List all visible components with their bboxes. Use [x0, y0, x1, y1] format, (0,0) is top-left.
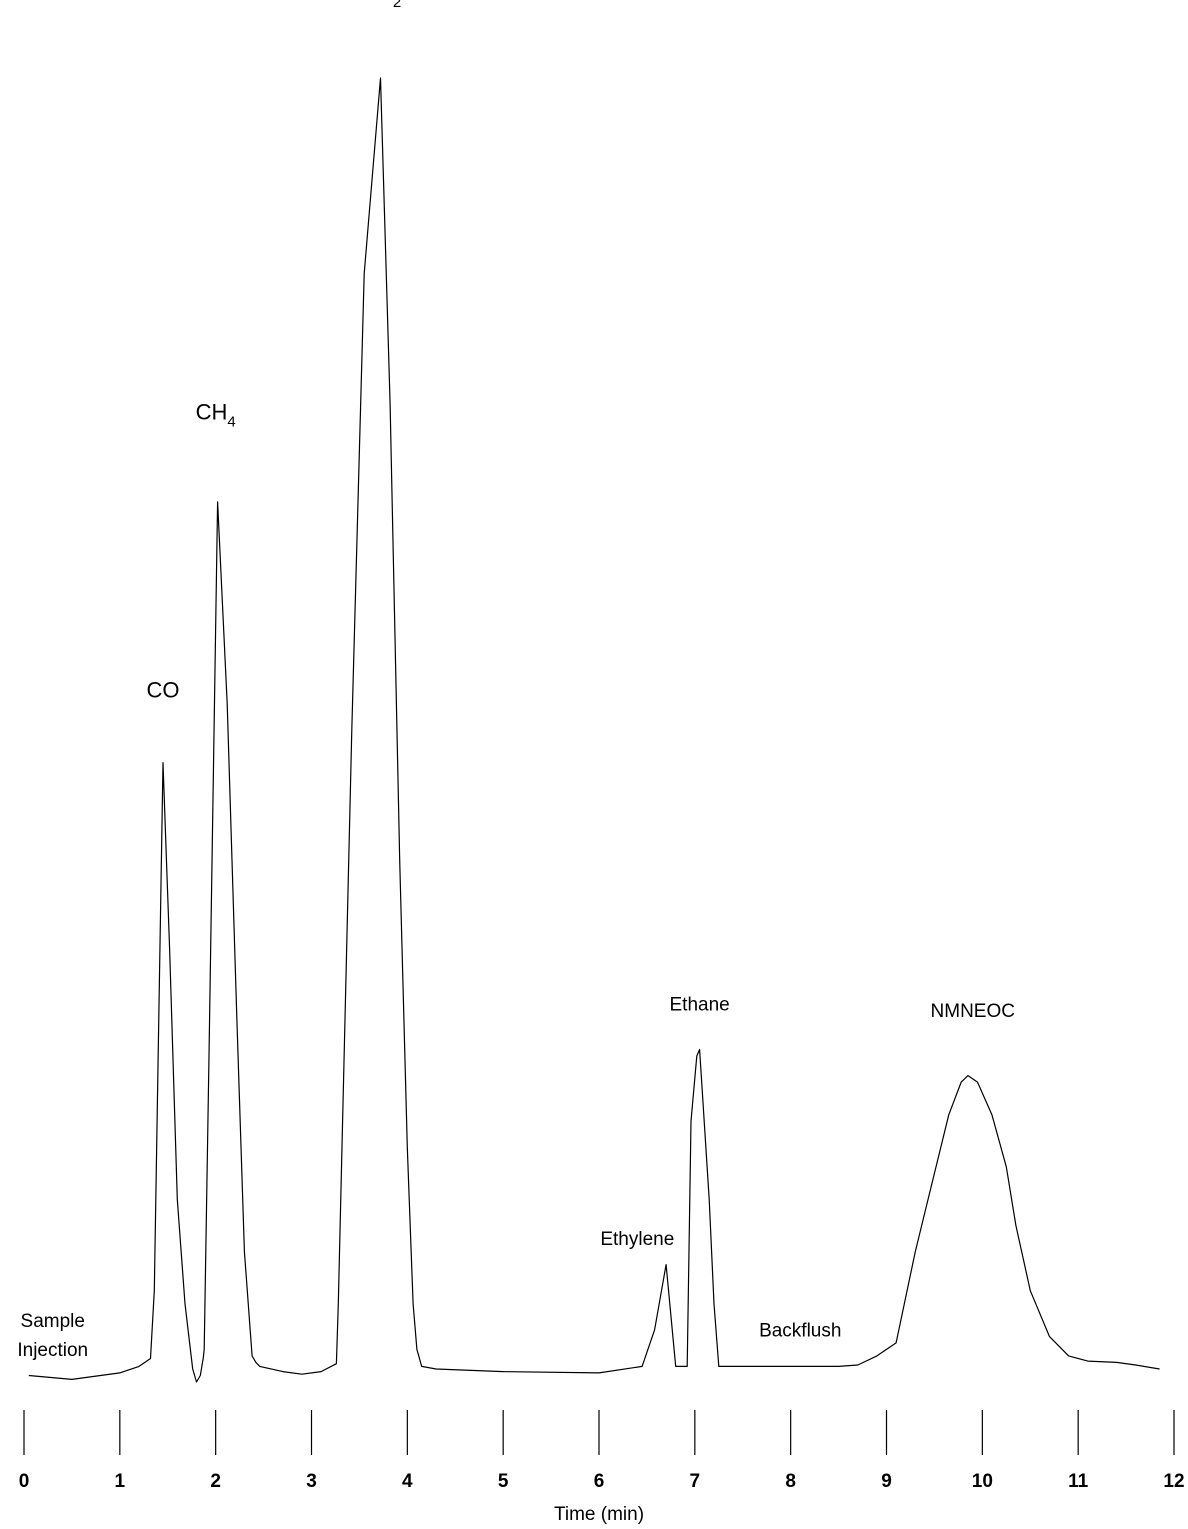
- peak-label-2: CO: [146, 677, 179, 702]
- x-axis-ticks: [23, 1410, 1175, 1455]
- x-tick-label-5: 5: [498, 1471, 509, 1492]
- peak-label-1: Injection: [17, 1340, 88, 1361]
- x-tick-label-4: 4: [402, 1471, 413, 1492]
- peak-label-3: CH4: [196, 400, 236, 431]
- x-tick-label-9: 9: [881, 1471, 892, 1492]
- x-axis-label: Time (min): [554, 1504, 644, 1525]
- peak-label-6: Ethane: [670, 994, 730, 1015]
- x-tick-label-12: 12: [1163, 1471, 1184, 1492]
- peak-annotations: Sample Injection CO CH4 CO2 Ethylene Ethane Bac…: [17, 0, 1015, 1361]
- x-tick-label-11: 11: [1068, 1471, 1089, 1492]
- x-tick-label-3: 3: [306, 1471, 317, 1492]
- x-tick-label-10: 10: [972, 1471, 993, 1492]
- x-tick-label-8: 8: [785, 1471, 796, 1492]
- x-tick-label-2: 2: [210, 1471, 221, 1492]
- x-tick-label-7: 7: [690, 1471, 701, 1492]
- chromatogram-trace: [28, 77, 1160, 1383]
- peak-label-4: CO2: [360, 0, 401, 11]
- peak-label-7: Backflush: [759, 1320, 841, 1341]
- peak-label-8: NMNEOC: [931, 1001, 1015, 1022]
- x-tick-label-6: 6: [594, 1471, 605, 1492]
- x-axis-tick-labels: 0 1 2 3 4 5 6 7 8 9 10 11 12: [19, 1471, 1185, 1492]
- peak-label-0: Sample: [21, 1311, 85, 1332]
- x-tick-label-0: 0: [19, 1471, 30, 1492]
- peak-label-5: Ethylene: [600, 1229, 674, 1250]
- x-tick-label-1: 1: [115, 1471, 126, 1492]
